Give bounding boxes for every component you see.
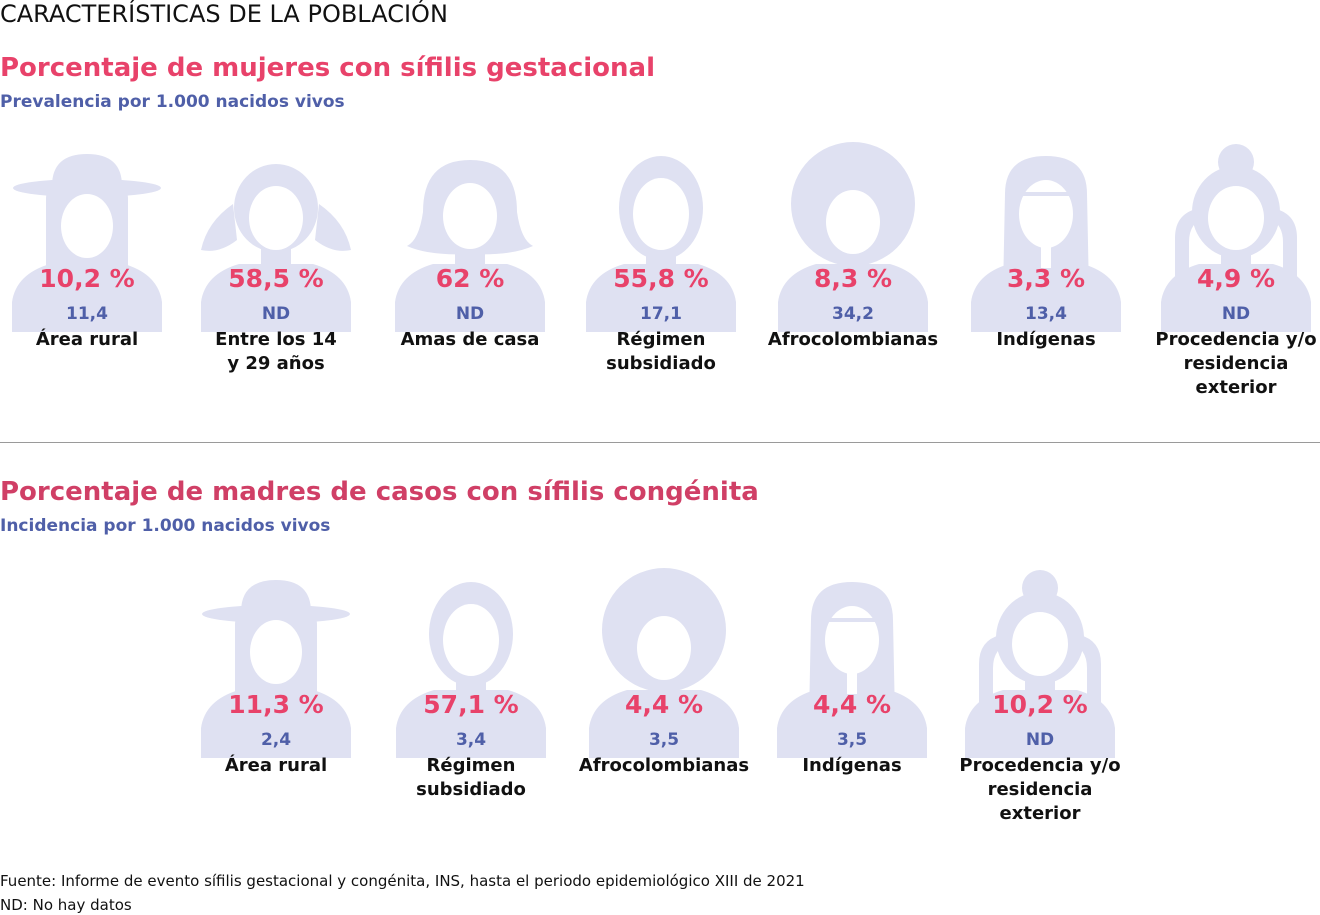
rate-value: 2,4: [260, 730, 292, 750]
figure-gestational-2: 58,5 % ND Entre los 14 y 29 años: [181, 142, 371, 417]
category-label: Área rural: [35, 329, 139, 350]
woman-short-hair-icon: [395, 160, 545, 332]
percent-value: 57,1 %: [423, 690, 519, 719]
girl-pigtails-icon: [201, 164, 351, 332]
rate-value: 3,5: [836, 730, 868, 750]
rate-value: 34,2: [832, 304, 874, 324]
percent-value: 10,2 %: [992, 690, 1088, 719]
figure-congenital-4: 4,4 % 3,5 Indígenas: [757, 568, 947, 843]
category-label: Indígenas: [802, 755, 902, 776]
category-label: Indígenas: [996, 329, 1096, 350]
woman-hat-icon: [201, 580, 351, 758]
rate-value: 13,4: [1025, 304, 1067, 324]
rate-value: 11,4: [66, 304, 108, 324]
category-label: Régimen subsidiado: [606, 329, 716, 374]
category-label: Afrocolombianas: [578, 755, 750, 776]
figure-congenital-5: 10,2 % ND Procedencia y/o residencia exterio…: [945, 568, 1135, 843]
percent-value: 10,2 %: [39, 264, 135, 293]
footer-source: Fuente: Informe de evento sífilis gestac…: [0, 872, 805, 890]
percent-value: 8,3 %: [813, 264, 893, 293]
percent-value: 11,3 %: [228, 690, 324, 719]
woman-traveler-icon: [1161, 144, 1311, 332]
woman-head-icon: [586, 156, 736, 332]
percent-value: 4,9 %: [1196, 264, 1276, 293]
category-label: Entre los 14 y 29 años: [215, 329, 337, 374]
category-label: Área rural: [224, 755, 328, 776]
gestational-title: Porcentaje de mujeres con sífilis gestac…: [0, 53, 655, 83]
rate-value: ND: [1025, 730, 1055, 750]
gestational-subtitle: Prevalencia por 1.000 nacidos vivos: [0, 92, 345, 112]
rate-value: ND: [455, 304, 485, 324]
figure-gestational-5: 8,3 % 34,2 Afrocolombianas: [758, 142, 948, 417]
percent-value: 4,4 %: [624, 690, 704, 719]
footer-note: ND: No hay datos: [0, 896, 132, 914]
rate-value: 3,4: [455, 730, 487, 750]
rate-value: ND: [1221, 304, 1251, 324]
figure-congenital-2: 57,1 % 3,4 Régimen subsidiado: [376, 568, 566, 843]
woman-traveler-icon: [965, 570, 1115, 758]
figure-gestational-6: 3,3 % 13,4 Indígenas: [951, 142, 1141, 417]
woman-hat-icon: [12, 154, 162, 332]
congenital-title: Porcentaje de madres de casos con sífili…: [0, 477, 759, 507]
woman-indigenous-icon: [971, 156, 1121, 332]
woman-afro-icon: [589, 568, 739, 758]
figure-gestational-3: 62 % ND Amas de casa: [375, 142, 565, 417]
figure-gestational-1: 10,2 % 11,4 Área rural: [0, 142, 182, 417]
rate-value: 3,5: [648, 730, 680, 750]
woman-indigenous-icon: [777, 582, 927, 758]
congenital-subtitle: Incidencia por 1.000 nacidos vivos: [0, 516, 331, 536]
rate-value: ND: [261, 304, 291, 324]
figure-gestational-7: 4,9 % ND Procedencia y/o residencia exterior: [1141, 142, 1320, 417]
percent-value: 62 %: [435, 264, 505, 293]
rate-value: 17,1: [640, 304, 682, 324]
woman-afro-icon: [778, 142, 928, 332]
section-divider: [0, 442, 1320, 443]
figure-congenital-3: 4,4 % 3,5 Afrocolombianas: [569, 568, 759, 843]
category-label: Procedencia y/o residencia exterior: [959, 755, 1121, 824]
woman-head-icon: [396, 582, 546, 758]
category-label: Régimen subsidiado: [416, 755, 526, 800]
category-label: Afrocolombianas: [767, 329, 939, 350]
category-label: Amas de casa: [400, 329, 540, 350]
percent-value: 4,4 %: [812, 690, 892, 719]
percent-value: 58,5 %: [228, 264, 324, 293]
figure-gestational-4: 55,8 % 17,1 Régimen subsidiado: [566, 142, 756, 417]
figure-congenital-1: 11,3 % 2,4 Área rural: [181, 568, 371, 843]
category-label: Procedencia y/o residencia exterior: [1155, 329, 1317, 398]
page-title: CARACTERÍSTICAS DE LA POBLACIÓN: [0, 0, 448, 28]
percent-value: 55,8 %: [613, 264, 709, 293]
percent-value: 3,3 %: [1006, 264, 1086, 293]
